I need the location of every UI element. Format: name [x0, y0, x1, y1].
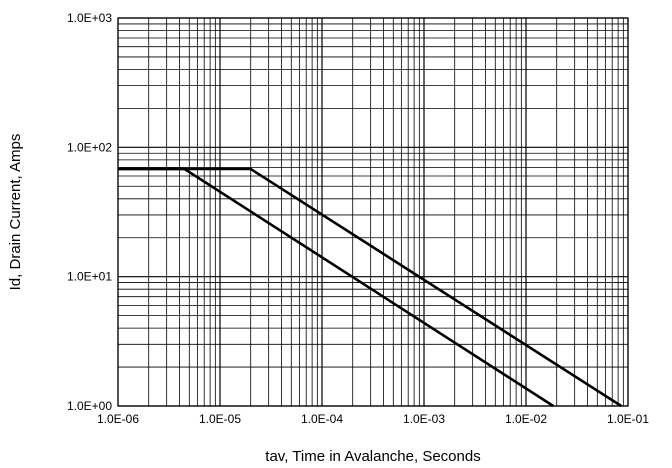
plot-frame — [117, 17, 629, 407]
grid-lines — [117, 17, 629, 407]
y-tick-label: 1.0E+03 — [67, 11, 112, 25]
y-tick-label: 1.0E+02 — [67, 140, 112, 154]
y-tick-label: 1.0E+01 — [67, 270, 112, 284]
x-tick-label: 1.0E-06 — [97, 412, 139, 426]
y-tick-labels: 1.0E+00 1.0E+01 1.0E+02 1.0E+03 — [67, 11, 112, 413]
x-tick-label: 1.0E-04 — [301, 412, 343, 426]
series-group — [118, 167, 623, 408]
x-tick-labels: 1.0E-06 1.0E-05 1.0E-04 1.0E-03 1.0E-02 1.0E-… — [97, 412, 649, 426]
x-tick-label: 1.0E-05 — [199, 412, 241, 426]
x-tick-label: 1.0E-01 — [607, 412, 649, 426]
x-axis-title: tav, Time in Avalanche, Seconds — [265, 448, 480, 465]
x-tick-label: 1.0E-02 — [505, 412, 547, 426]
y-tick-label: 1.0E+00 — [67, 399, 112, 413]
series-line-2 — [118, 167, 623, 408]
series-line-1 — [118, 167, 555, 408]
x-tick-label: 1.0E-03 — [403, 412, 445, 426]
y-axis-title: Id, Drain Current, Amps — [7, 134, 24, 291]
